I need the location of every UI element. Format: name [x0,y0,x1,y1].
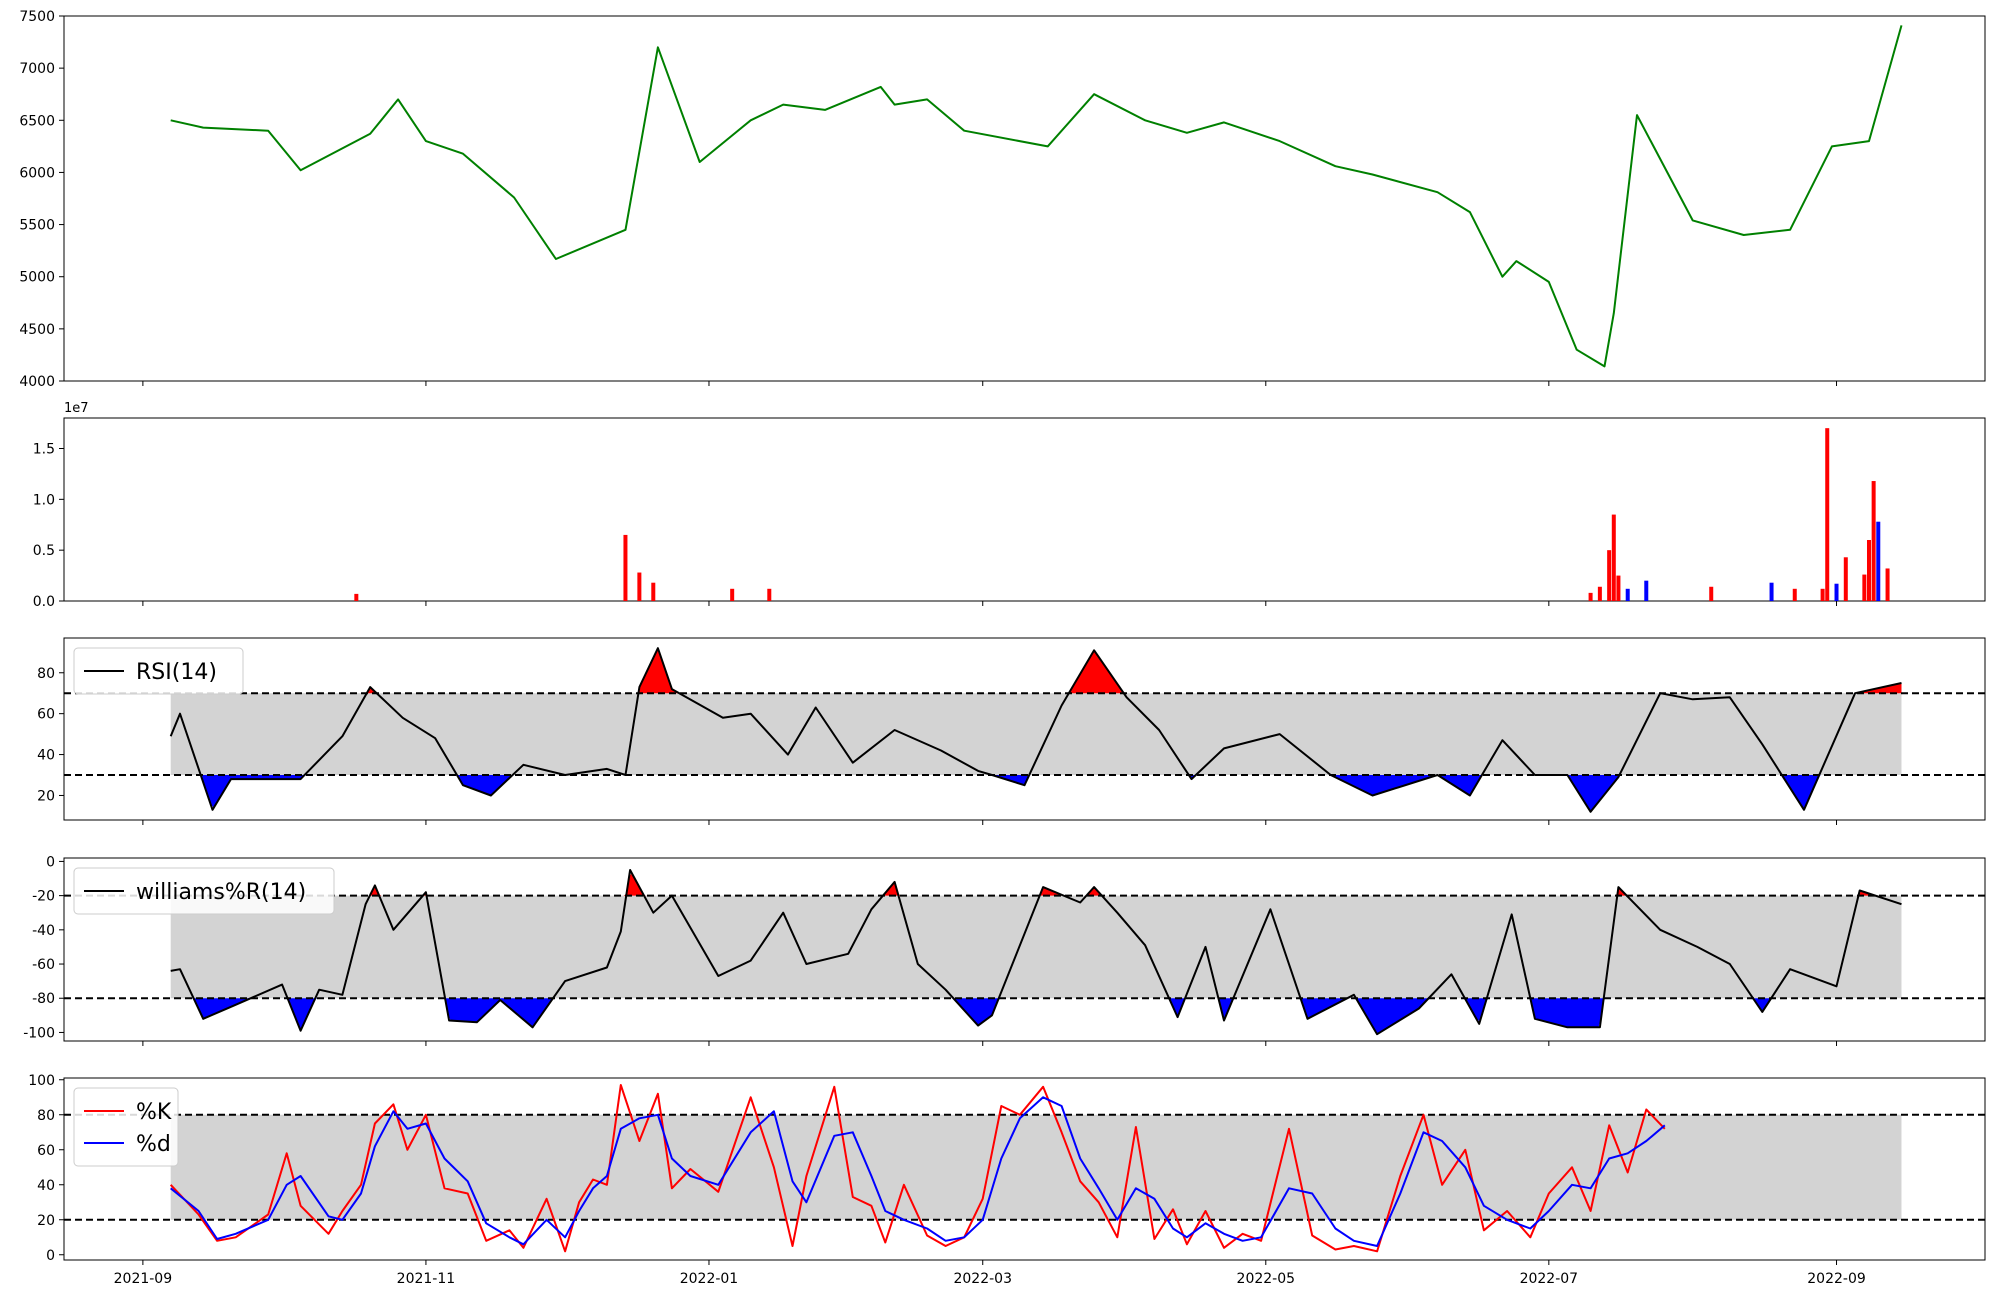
volume-bar [1843,557,1848,601]
price-ytick-label: 7500 [19,9,55,25]
volume-bar [767,588,772,601]
volume-bar [1607,550,1612,601]
volume-bar [1792,588,1797,601]
stochastic-ytick-label: 80 [37,1108,55,1124]
x-tick-label: 2022-05 [1237,1271,1296,1287]
stochastic-legend-label: %K [136,1100,172,1125]
volume-offset-label: 1e7 [64,401,89,416]
williams-ytick-label: -60 [32,957,55,973]
volume-bar [637,572,642,601]
stochastic-ytick-label: 100 [28,1073,55,1089]
stochastic-legend: %K %d [73,1087,179,1167]
volume-bar [1871,481,1876,601]
x-tick-label: 2021-09 [114,1271,173,1287]
volume-bar [1611,514,1616,601]
rsi-line [169,647,1902,813]
rsi-legend-box [73,647,244,695]
volume-ytick-label: 1.5 [33,442,55,458]
x-tick-label: 2022-09 [1807,1271,1866,1287]
volume-bar [1834,583,1839,601]
volume-bar [1825,428,1830,601]
price-line [170,25,1903,368]
williams-ytick-label: -80 [32,991,55,1007]
volume-bar [623,534,628,601]
volume-ytick-label: 0.5 [33,543,55,559]
williams-legend-box [73,867,335,915]
williams-ytick-label: -20 [32,889,55,905]
volume-bar [1820,588,1825,601]
williams-legend-label: williams%R(14) [136,880,306,905]
rsi-oversold-fill [170,775,1902,811]
stochastic-ytick-label: 0 [46,1248,55,1264]
volume-bar [1885,568,1890,601]
volume-bar [1644,580,1649,601]
volume-bar [1588,592,1593,601]
volume-ytick-label: 0.0 [33,594,55,610]
williams-legend: williams%R(14) [73,867,335,915]
rsi-ytick-label: 80 [37,666,55,682]
rsi-ytick-label: 60 [37,707,55,723]
stochastic-panel-frame [63,1077,1986,1261]
price-ytick-label: 5500 [19,218,55,234]
williams-band [170,895,1902,999]
stochastic-k-line [169,1084,1666,1253]
price-panel-frame [63,15,1986,382]
price-ytick-label: 7000 [19,61,55,77]
williams-ytick-label: -100 [23,1025,55,1041]
volume-bar [1862,574,1867,601]
rsi-legend: RSI(14) [73,647,244,695]
volume-bar [1625,588,1630,601]
williams-line [170,869,1902,1036]
price-ytick-label: 5000 [19,270,55,286]
x-tick-label: 2021-11 [397,1271,456,1287]
stochastic-legend-label: %d [136,1132,171,1157]
rsi-ytick-label: 40 [37,748,55,764]
x-tick-label: 2022-07 [1520,1271,1579,1287]
volume-ytick-label: 1.0 [33,492,55,508]
rsi-legend-label: RSI(14) [136,660,217,685]
volume-bar [1866,540,1871,601]
williams-oversold-fill [170,998,1902,1033]
stochastic-ytick-label: 60 [37,1143,55,1159]
volume-panel-frame [63,417,1986,602]
stochastic-d-line [170,1096,1666,1247]
price-ytick-label: 4000 [19,374,55,390]
stochastic-ytick-label: 40 [37,1178,55,1194]
williams-panel-frame [63,857,1986,1042]
rsi-panel-frame [63,637,1986,821]
stochastic-legend-box [73,1087,179,1167]
volume-bar [1616,575,1621,601]
x-tick-label: 2022-03 [953,1271,1012,1287]
price-ytick-label: 4500 [19,322,55,338]
volume-bar [1709,586,1714,601]
rsi-ytick-label: 20 [37,788,55,804]
volume-bar [730,588,735,601]
price-ytick-label: 6500 [19,113,55,129]
price-ytick-label: 6000 [19,165,55,181]
stochastic-band [170,1114,1902,1220]
volume-bar [1769,582,1774,601]
williams-ytick-label: -40 [32,923,55,939]
volume-bar [1597,586,1602,601]
volume-bar [354,593,359,601]
stochastic-ytick-label: 20 [37,1213,55,1229]
williams-ytick-label: 0 [46,854,55,870]
x-tick-label: 2022-01 [680,1271,739,1287]
volume-bar [651,582,656,601]
volume-bar [1876,521,1881,601]
